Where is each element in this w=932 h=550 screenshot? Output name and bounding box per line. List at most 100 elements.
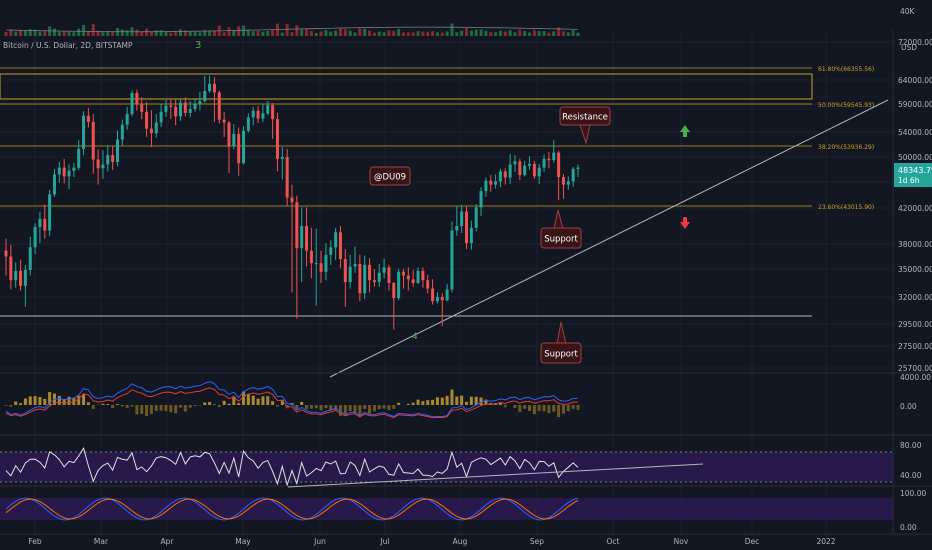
author-callout[interactable]: @DU09 (369, 166, 411, 186)
candle-body (164, 105, 168, 112)
fib-level-label: 38.20%(53936.29) (818, 144, 874, 151)
macd-histogram-bar (237, 403, 241, 405)
support-callout-upper[interactable]: Support (540, 209, 582, 249)
macd-histogram-bar (125, 405, 129, 409)
volume-bar (208, 30, 212, 36)
macd-histogram-bar (537, 405, 541, 411)
candle-body (445, 289, 449, 301)
candle-body (62, 167, 66, 177)
candle-body (290, 197, 294, 203)
volume-bar (300, 29, 304, 36)
time-tick-label: Feb (28, 537, 42, 546)
macd-histogram-bar (474, 396, 478, 405)
macd-histogram-bar (479, 397, 483, 405)
resistance-callout[interactable]: Resistance (559, 106, 611, 145)
macd-histogram-bar (309, 405, 313, 409)
macd-histogram-bar (120, 405, 124, 407)
candle-body (469, 227, 473, 244)
candle-body (353, 264, 357, 267)
candle-body (552, 152, 556, 161)
candle-body (57, 167, 61, 175)
candle-body (120, 124, 124, 140)
support-upper-bubble (540, 227, 582, 249)
volume-bar (140, 31, 144, 36)
macd-histogram-bar (188, 405, 192, 408)
volume-bar (465, 28, 469, 36)
candle-body (106, 155, 110, 165)
volume-bar (203, 30, 207, 36)
candle-body (329, 247, 333, 255)
volume-bar (387, 30, 391, 36)
macd-histogram-bar (518, 405, 522, 412)
candle-body (4, 250, 8, 257)
candle-body (372, 280, 376, 283)
candle-body (275, 119, 279, 159)
candle-body (43, 218, 47, 231)
macd-histogram-bar (547, 405, 551, 414)
volume-bar (571, 30, 575, 36)
candle-body (222, 119, 226, 123)
macd-histogram-bar (280, 399, 284, 405)
volume-bar (547, 32, 551, 36)
macd-histogram-bar (101, 403, 105, 405)
time-axis[interactable]: Feb Mar Apr May Jun Jul Aug Sep Oct Nov Dec 2022 (28, 537, 835, 546)
macd-histogram-bar (338, 405, 342, 416)
volume-bar (28, 29, 32, 36)
candle-body (285, 157, 289, 198)
candle-body (566, 181, 570, 185)
macd-histogram-bar (382, 405, 386, 409)
candle-body (9, 256, 13, 281)
volume-bar (397, 29, 401, 36)
fibonacci-retracement: 61.80%(66355.56) 50.00%(59545.93) 38.20%(5… (0, 66, 874, 211)
candle-body (237, 133, 241, 164)
macd-histogram-bar (43, 398, 47, 405)
price-tick-label: 38000.00 (898, 240, 932, 249)
support-callout-lower[interactable]: Support (540, 321, 582, 364)
candle-body (450, 230, 454, 290)
volume-bar (19, 30, 23, 36)
volume-bar (242, 25, 246, 36)
macd-histogram-bar (450, 389, 454, 405)
macd-histogram-bar (523, 405, 527, 409)
volume-bar (237, 26, 241, 36)
candle-body (295, 202, 299, 249)
candle-body (532, 163, 536, 177)
volume-bar (498, 30, 502, 36)
macd-histogram-bar (406, 403, 410, 405)
time-tick-label: Apr (161, 537, 175, 546)
candle-body (203, 91, 207, 102)
volume-bar (227, 27, 231, 36)
macd-histogram-bar (498, 403, 502, 405)
macd-histogram-bar (372, 405, 376, 412)
macd-histogram-bar (576, 405, 580, 410)
volume-bar (101, 32, 105, 36)
up-arrow-icon (680, 125, 690, 137)
support-lower-bubble (540, 342, 582, 364)
macd-histogram-bar (227, 403, 231, 405)
macd-histogram-bar (256, 398, 260, 405)
macd-histogram-bar (251, 395, 255, 405)
candle-body (82, 115, 86, 149)
volume-bar (271, 29, 275, 36)
candle-body (154, 122, 158, 134)
macd-histogram-bar (232, 396, 236, 405)
volume-bar (489, 32, 493, 36)
candle-body (242, 130, 246, 164)
macd-histogram-bar (421, 401, 425, 405)
volume-bar (557, 27, 561, 36)
volume-bar (9, 29, 13, 36)
macd-histogram-bar (159, 405, 163, 411)
volume-bar (82, 25, 86, 36)
candle-body (246, 117, 250, 131)
fib-level-label: 50.00%(59545.93) (818, 102, 874, 109)
macd-histogram-bar (363, 405, 367, 409)
price-tick-label: 50000.00 (898, 153, 932, 162)
stoch-tick-0: 100.00 (900, 489, 926, 498)
candle-body (401, 271, 405, 276)
candle-body (266, 105, 270, 114)
volume-ma-line (5, 26, 579, 33)
candle-body (217, 92, 221, 120)
volume-bar (251, 31, 255, 36)
macd-histogram-bar (67, 396, 71, 405)
